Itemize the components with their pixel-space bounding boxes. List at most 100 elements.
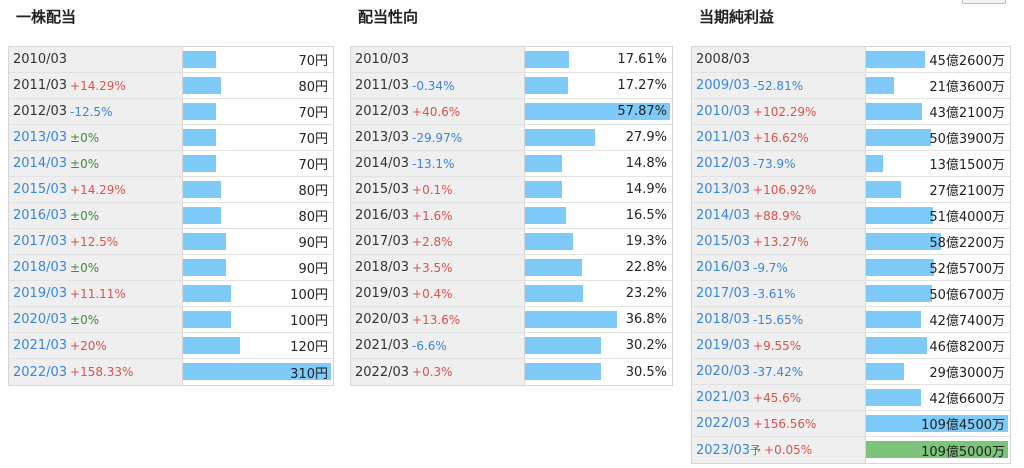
value-label: 42億6600万 xyxy=(929,392,1005,407)
value-cell: 19.3% xyxy=(525,229,672,254)
value-label: 27億2100万 xyxy=(929,184,1005,199)
data-bar xyxy=(866,51,925,68)
row-label: 2022/03 +156.56% xyxy=(692,411,866,436)
data-bar xyxy=(183,311,231,328)
forecast-mark: 予 xyxy=(750,444,762,457)
change-rate: +14.29% xyxy=(70,182,126,197)
table-row: 2012/03 -12.5% 70円 xyxy=(9,99,333,125)
year-label[interactable]: 2012/03 xyxy=(696,156,751,171)
data-bar xyxy=(183,363,331,380)
table-row: 2019/03 +9.55% 46億8200万 xyxy=(692,333,1010,359)
change-rate: -52.81% xyxy=(753,78,804,93)
table-row: 2010/03 70円 xyxy=(9,47,333,73)
table-row: 2017/03 +12.5% 90円 xyxy=(9,229,333,255)
data-bar xyxy=(525,77,568,94)
data-bar xyxy=(866,415,1008,432)
value-cell: 45億2600万 xyxy=(866,47,1010,72)
year-label[interactable]: 2020/03 xyxy=(696,364,751,379)
data-bar xyxy=(866,129,931,146)
year-label[interactable]: 2018/03 xyxy=(13,260,68,275)
change-rate: -9.7% xyxy=(753,260,788,275)
data-bar xyxy=(866,207,933,224)
table-row: 2014/03 +88.9% 51億4000万 xyxy=(692,203,1010,229)
data-bar xyxy=(866,233,941,250)
year-label[interactable]: 2020/03 xyxy=(13,312,68,327)
row-label: 2008/03 xyxy=(692,47,866,72)
value-label: 100円 xyxy=(290,288,328,303)
value-cell: 58億2200万 xyxy=(866,229,1010,254)
year-label[interactable]: 2013/03 xyxy=(696,182,751,197)
year-label: 2010/03 xyxy=(355,52,410,67)
value-cell: 80円 xyxy=(183,203,333,228)
value-cell: 52億5700万 xyxy=(866,255,1010,280)
row-label: 2013/03 ±0% xyxy=(9,125,183,150)
year-label[interactable]: 2014/03 xyxy=(696,208,751,223)
change-rate: +11.11% xyxy=(70,286,126,301)
value-cell: 100円 xyxy=(183,281,333,306)
value-cell: 46億8200万 xyxy=(866,333,1010,358)
row-label: 2022/03 +0.3% xyxy=(351,359,525,385)
table-row: 2018/03 +3.5% 22.8% xyxy=(351,255,672,281)
change-rate: +16.62% xyxy=(753,130,809,145)
row-label: 2010/03 xyxy=(9,47,183,72)
year-label[interactable]: 2014/03 xyxy=(13,156,68,171)
year-label: 2013/03 xyxy=(355,130,410,145)
year-label[interactable]: 2019/03 xyxy=(13,286,68,301)
payout-ratio-table: 2010/03 17.61% 2011/03 -0.34% 17.27% 2012/03 +… xyxy=(350,46,673,386)
data-bar xyxy=(525,363,601,380)
change-rate: +12.5% xyxy=(70,234,119,249)
year-label[interactable]: 2018/03 xyxy=(696,312,751,327)
table-row: 2019/03 +0.4% 23.2% xyxy=(351,281,672,307)
value-cell: 17.61% xyxy=(525,47,672,72)
change-rate: +0.3% xyxy=(412,365,453,379)
change-rate: +2.8% xyxy=(412,234,453,249)
change-rate: +40.6% xyxy=(412,104,461,119)
value-cell: 70円 xyxy=(183,151,333,176)
year-label[interactable]: 2019/03 xyxy=(696,338,751,353)
year-label[interactable]: 2015/03 xyxy=(13,182,68,197)
value-cell: 30.2% xyxy=(525,333,672,358)
year-label[interactable]: 2015/03 xyxy=(696,234,751,249)
year-label[interactable]: 2011/03 xyxy=(696,130,751,145)
menu-button[interactable] xyxy=(962,0,1006,4)
year-label[interactable]: 2023/03 xyxy=(696,442,751,458)
row-label: 2014/03 +88.9% xyxy=(692,203,866,228)
year-label[interactable]: 2021/03 xyxy=(13,338,68,353)
year-label[interactable]: 2009/03 xyxy=(696,78,751,93)
row-label: 2011/03 -0.34% xyxy=(351,73,525,98)
change-rate: +45.6% xyxy=(753,390,802,405)
value-label: 80円 xyxy=(298,80,328,95)
year-label[interactable]: 2021/03 xyxy=(696,390,751,405)
change-rate: +156.56% xyxy=(753,416,817,431)
year-label[interactable]: 2010/03 xyxy=(696,104,751,119)
table-row: 2011/03 -0.34% 17.27% xyxy=(351,73,672,99)
value-label: 17.61% xyxy=(617,52,667,67)
value-cell: 80円 xyxy=(183,177,333,202)
year-label[interactable]: 2022/03 xyxy=(696,416,751,431)
change-rate: -3.61% xyxy=(753,286,796,301)
change-rate: -73.9% xyxy=(753,156,796,171)
data-bar xyxy=(183,51,216,68)
value-cell: 27億2100万 xyxy=(866,177,1010,202)
year-label[interactable]: 2016/03 xyxy=(696,260,751,275)
value-label: 17.27% xyxy=(617,78,667,93)
year-label[interactable]: 2017/03 xyxy=(696,286,751,301)
year-label[interactable]: 2022/03 xyxy=(13,364,68,380)
value-label: 80円 xyxy=(298,210,328,225)
data-bar xyxy=(183,337,240,354)
change-rate: -12.5% xyxy=(70,104,113,119)
row-label: 2020/03 -37.42% xyxy=(692,359,866,384)
row-label: 2016/03 ±0% xyxy=(9,203,183,228)
table-row: 2018/03 ±0% 90円 xyxy=(9,255,333,281)
data-bar xyxy=(183,77,221,94)
year-label[interactable]: 2016/03 xyxy=(13,208,68,223)
change-rate: ±0% xyxy=(70,208,100,223)
value-label: 50億3900万 xyxy=(929,132,1005,147)
year-label[interactable]: 2013/03 xyxy=(13,130,68,145)
year-label[interactable]: 2017/03 xyxy=(13,234,68,249)
row-label: 2020/03 +13.6% xyxy=(351,307,525,332)
data-bar xyxy=(525,51,569,68)
row-label: 2017/03 +12.5% xyxy=(9,229,183,254)
value-cell: 80円 xyxy=(183,73,333,98)
value-cell: 29億3000万 xyxy=(866,359,1010,384)
